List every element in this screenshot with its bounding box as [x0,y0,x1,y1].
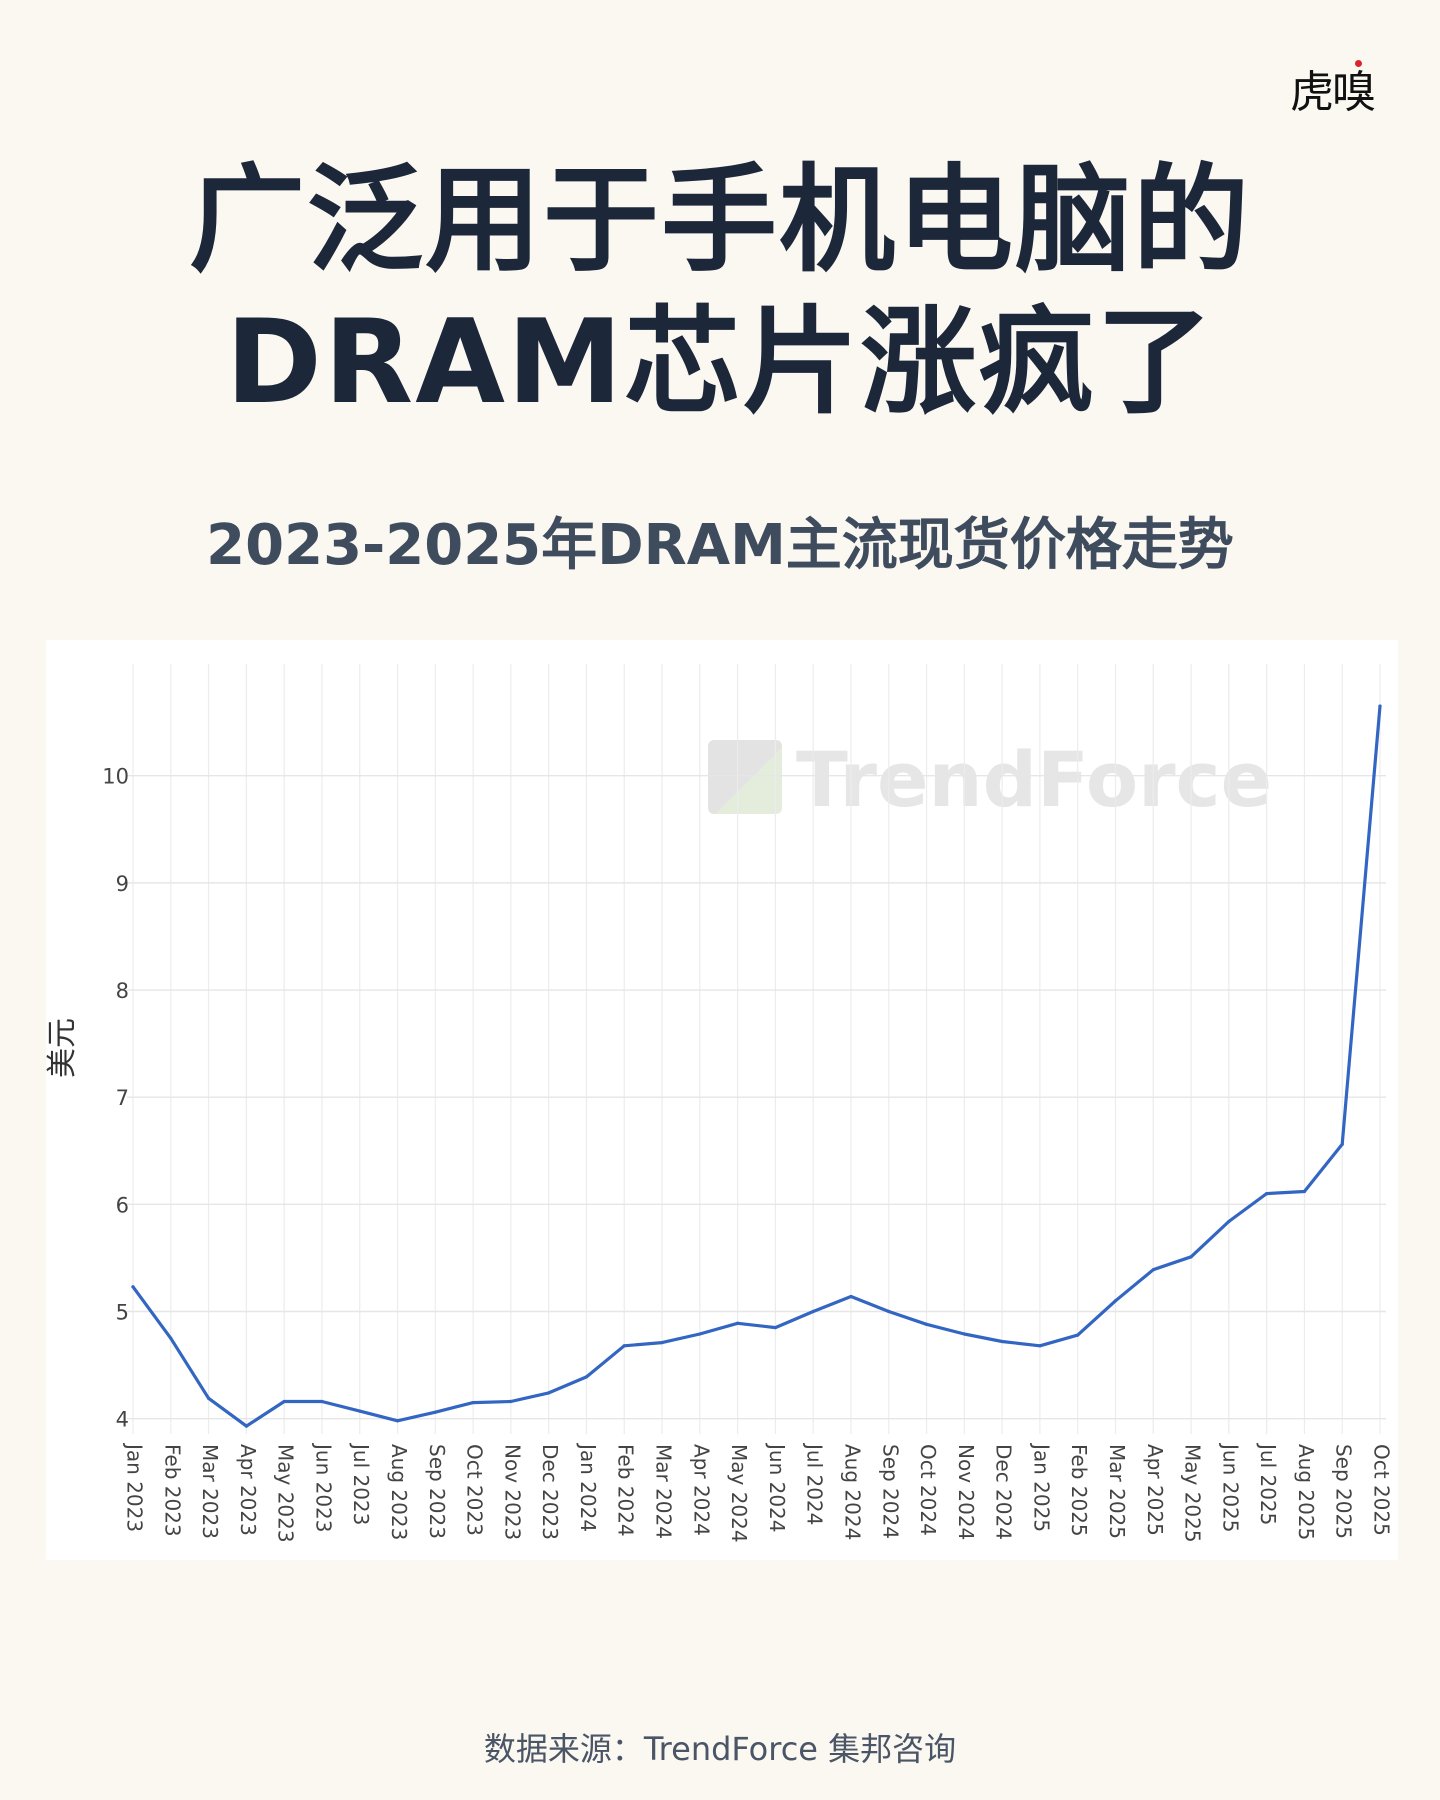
x-tick-label: Aug 2024 [840,1444,864,1540]
data-point [320,1399,324,1404]
x-tick-label: Nov 2024 [954,1444,978,1540]
data-point [1151,1268,1155,1272]
data-point [471,1400,475,1405]
x-tick-label: Apr 2023 [236,1444,260,1536]
chart-subtitle: 2023-2025年DRAM主流现货价格走势 [206,513,1234,578]
y-tick-label: 10 [102,765,129,789]
data-point [433,1410,437,1414]
data-point [1000,1339,1004,1344]
x-tick-label: Jun 2024 [765,1442,789,1533]
y-tick-label: 4 [116,1408,129,1432]
data-point [660,1340,664,1345]
data-point [1378,704,1382,708]
x-tick-label: Apr 2024 [689,1444,713,1536]
x-tick-label: Oct 2024 [916,1444,940,1536]
data-point [131,1285,135,1289]
data-point [849,1294,853,1299]
brand-logo: 虎嗅 [1290,56,1376,120]
data-point [1076,1333,1080,1337]
data-source: 数据来源：TrendForce 集邦咨询 [483,1730,957,1768]
data-point [358,1409,362,1413]
x-tick-label: Jul 2024 [803,1442,827,1525]
chart-grid [127,664,1386,1434]
data-point [395,1419,400,1423]
x-tick-label: Mar 2023 [198,1444,222,1539]
brand-logo-text: 虎嗅 [1290,67,1376,118]
brand-logo-dot [1355,60,1362,67]
x-tick-label: Jun 2023 [311,1442,335,1533]
x-tick-label: May 2025 [1181,1444,1205,1543]
x-tick-label: Mar 2024 [652,1444,676,1539]
x-axis-ticks: Jan 2023 Feb 2023 Mar 2023 Apr 2023 May 2023… [123,1442,1394,1543]
data-point [698,1332,702,1336]
line-chart: 4 5 6 7 8 9 10 Jan 2023 Feb 2023 Mar 2023 Apr 202… [45,664,1394,1543]
data-point [584,1375,589,1379]
x-tick-label: Aug 2025 [1294,1444,1318,1540]
data-point [282,1399,286,1404]
x-tick-label: Jul 2023 [349,1442,373,1525]
x-tick-label: Nov 2023 [500,1444,524,1540]
y-tick-label: 9 [116,872,129,896]
trendforce-logo-icon [708,740,782,814]
x-tick-label: Feb 2024 [614,1444,638,1537]
x-tick-label: May 2023 [274,1444,298,1543]
data-point [1302,1189,1307,1194]
x-tick-label: Dec 2023 [538,1444,562,1540]
data-point [1265,1192,1269,1196]
x-tick-label: Jun 2025 [1218,1442,1242,1533]
watermark-text: TrendForce [796,735,1273,824]
y-tick-label: 8 [116,979,129,1003]
data-point [169,1336,173,1340]
x-tick-label: Jul 2025 [1256,1442,1280,1525]
y-axis-ticks: 4 5 6 7 8 9 10 [102,765,129,1432]
x-tick-label: Jan 2024 [576,1442,600,1532]
headline: 广泛用于手机电脑的 DRAM芯片涨疯了 [0,150,1440,434]
data-point [811,1309,815,1314]
x-tick-label: Feb 2025 [1067,1444,1091,1537]
x-tick-label: Sep 2025 [1332,1444,1356,1539]
x-tick-label: Oct 2023 [463,1444,487,1536]
x-tick-label: Mar 2025 [1105,1444,1129,1539]
y-axis-label: 美元 [45,1018,80,1078]
x-tick-label: Sep 2024 [878,1444,902,1539]
data-point [924,1322,929,1326]
data-point [509,1399,513,1404]
x-tick-label: Jan 2025 [1029,1442,1053,1532]
x-tick-label: Jan 2023 [123,1442,147,1532]
chart-series [131,704,1382,1428]
data-point [244,1424,248,1428]
data-point [962,1332,966,1336]
watermark: TrendForce [708,735,1272,824]
data-point [547,1391,551,1395]
data-point [1340,1142,1344,1146]
y-tick-label: 5 [116,1300,129,1324]
data-point [1227,1219,1231,1224]
data-point [1113,1299,1118,1303]
data-point [736,1321,740,1325]
data-point [887,1309,891,1314]
data-point [622,1344,626,1348]
x-tick-label: Apr 2025 [1143,1444,1167,1536]
y-tick-label: 6 [116,1193,129,1217]
x-tick-label: Sep 2023 [425,1444,449,1539]
data-point [1189,1255,1193,1259]
x-tick-label: Dec 2024 [992,1444,1016,1540]
data-point [206,1396,211,1400]
data-point [773,1325,777,1330]
x-tick-label: Aug 2023 [387,1444,411,1540]
headline-line-2: DRAM芯片涨疯了 [225,295,1215,430]
y-tick-label: 7 [116,1086,129,1110]
series-line [131,704,1382,1428]
x-tick-label: Oct 2025 [1370,1444,1394,1536]
x-tick-label: Feb 2023 [160,1444,184,1537]
headline-line-1: 广泛用于手机电脑的 [189,153,1251,288]
data-point [1038,1344,1042,1348]
x-tick-label: May 2024 [727,1444,751,1543]
